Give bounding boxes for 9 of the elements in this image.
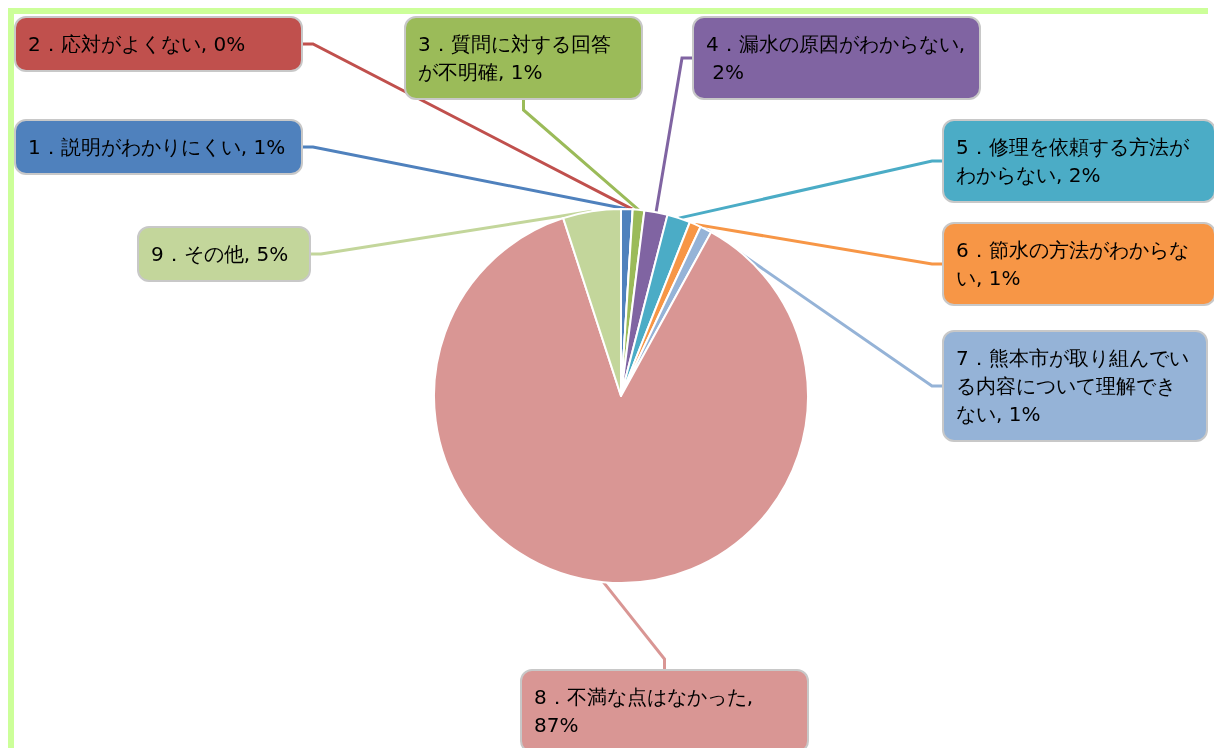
slice-label: 9．その他, 5% <box>151 242 289 266</box>
slice-label: 8．不満な点はなかった, 87% <box>534 685 760 737</box>
slice-label: 3．質問に対する回答が不明確, 1% <box>418 32 611 84</box>
slice-label: 1．説明がわかりにくい, 1% <box>28 135 286 159</box>
slice-label: 6．節水の方法がわからない, 1% <box>956 238 1189 290</box>
slice-label: 5．修理を依頼する方法がわからない, 2% <box>956 135 1190 187</box>
category-label: 2．応対がよくない, 0% <box>28 32 246 56</box>
slice-label: 4．漏水の原因がわからない, 2% <box>706 32 966 84</box>
slice-label: 7．熊本市が取り組んでいる内容について理解できない, 1% <box>956 346 1189 426</box>
